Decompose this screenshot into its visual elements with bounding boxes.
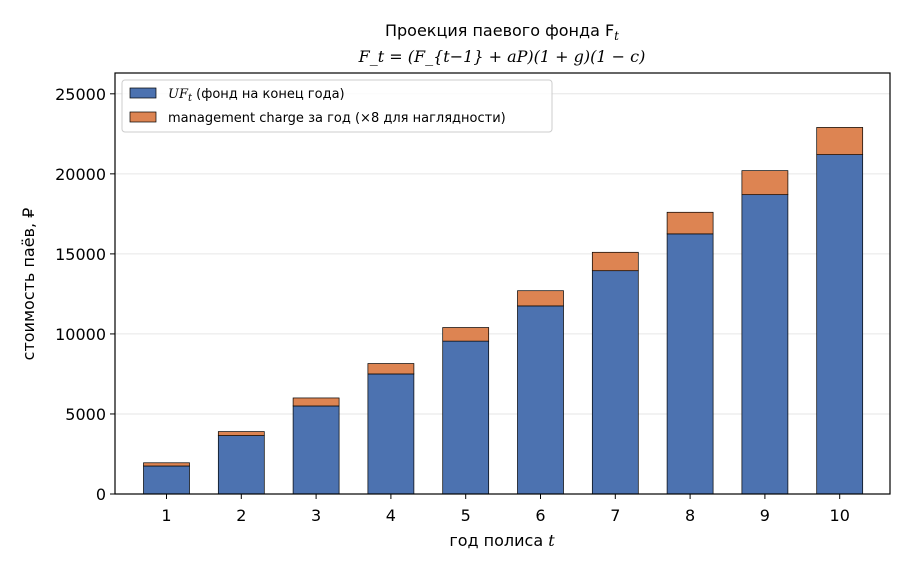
x-axis-label-var: t (548, 531, 555, 550)
bar-charge-10 (816, 127, 864, 155)
bar-charge-5 (442, 327, 490, 342)
bar-fund-7 (591, 270, 639, 495)
bar-charge-6 (517, 290, 564, 307)
axes (110, 72, 891, 499)
x-axis-label: год полиса t (449, 531, 555, 550)
legend-fund-text: ( (192, 87, 201, 102)
x-tick-label-6: 6 (535, 506, 545, 525)
y-axis-label: стоимость паёв, ₽ (19, 208, 38, 361)
y-tick-label-5: 25000 (55, 85, 106, 104)
legend-swatch-charge (129, 111, 157, 123)
bar-charge-3 (292, 397, 340, 407)
bar-charge-2 (217, 431, 265, 436)
bar-fund-2 (217, 435, 265, 495)
legend-fund-name: фонд на конец года (201, 87, 339, 102)
bar-fund-8 (666, 233, 714, 495)
bars-group (143, 127, 864, 495)
x-tick-labels: 1 2 3 4 5 6 7 8 9 10 (161, 506, 849, 525)
bar-fund-5 (442, 340, 490, 495)
bar-fund-9 (741, 194, 789, 495)
y-tick-labels: 0 5000 10000 15000 20000 25000 (55, 85, 106, 504)
legend-frame (121, 79, 553, 133)
bar-charge-7 (591, 251, 639, 272)
bar-charge-9 (741, 170, 789, 196)
legend-fund-prefix: UF (168, 87, 189, 102)
chart-title-formula: F_t = (F_{t−1} + aP)(1 + g)(1 − c) (358, 47, 646, 66)
bar-charge-1 (143, 462, 190, 467)
bar-charge-8 (666, 211, 714, 235)
chart-title-subscript: t (614, 29, 619, 43)
bar-fund-10 (816, 154, 864, 495)
plot-frame (114, 72, 891, 495)
chart-title-line1: Проекция паевого фонда Ft (385, 21, 619, 43)
bar-charge-4 (367, 363, 415, 375)
chart-title-text: Проекция паевого фонда F (385, 21, 614, 40)
bar-fund-6 (517, 305, 564, 495)
x-tick-label-3: 3 (311, 506, 321, 525)
y-tick-label-3: 15000 (55, 245, 106, 264)
x-axis-label-text: год полиса (449, 531, 543, 550)
legend-fund-close: ) (340, 87, 345, 102)
bar-fund-1 (143, 465, 190, 495)
bar-fund-4 (367, 373, 415, 495)
x-tick-label-10: 10 (830, 506, 850, 525)
x-tick-label-4: 4 (386, 506, 396, 525)
y-tick-label-1: 5000 (65, 405, 106, 424)
x-tick-label-5: 5 (461, 506, 471, 525)
x-tick-label-9: 9 (760, 506, 770, 525)
bar-fund-3 (292, 405, 340, 495)
y-tick-label-4: 20000 (55, 165, 106, 184)
x-tick-label-1: 1 (161, 506, 171, 525)
x-tick-label-8: 8 (685, 506, 695, 525)
legend-entry-fund: UFt (фонд на конец года) (168, 87, 345, 104)
legend-fund-subscript: t (188, 93, 193, 104)
x-tick-label-2: 2 (236, 506, 246, 525)
legend-entry-charge: management charge за год (×8 для наглядн… (168, 111, 506, 126)
x-tick-label-7: 7 (610, 506, 620, 525)
legend: UFt (фонд на конец года) management char… (121, 79, 553, 133)
y-tick-label-2: 10000 (55, 325, 106, 344)
y-tick-label-0: 0 (96, 485, 106, 504)
legend-swatch-fund (129, 87, 157, 99)
